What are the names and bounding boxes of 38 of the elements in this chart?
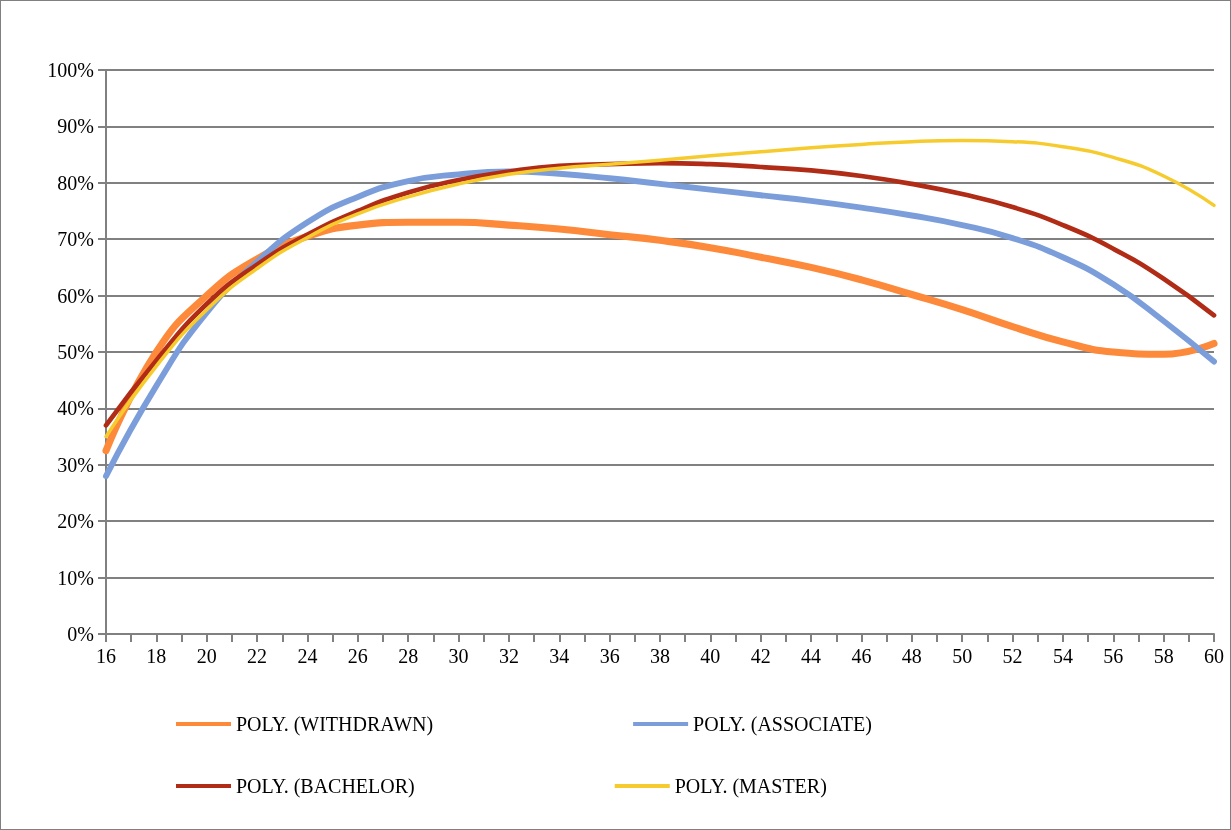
y-tick-label: 30% — [57, 453, 94, 476]
x-tick-label: 52 — [1002, 645, 1023, 667]
x-tick-label: 18 — [146, 645, 167, 667]
x-tick-label: 32 — [498, 645, 519, 667]
legend-label: POLY. (WITHDRAWN) — [236, 713, 434, 736]
x-tick-label: 60 — [1204, 645, 1224, 667]
y-tick-label: 50% — [57, 341, 94, 363]
x-tick-label: 38 — [650, 645, 670, 667]
y-tick-label: 90% — [57, 115, 94, 138]
y-tick-label: 70% — [57, 228, 94, 251]
x-tick-label: 26 — [347, 645, 368, 667]
x-tick-label: 34 — [549, 645, 570, 667]
x-tick-label: 54 — [1052, 645, 1073, 667]
x-tick-label: 48 — [901, 645, 922, 667]
x-tick-label: 44 — [801, 645, 822, 667]
x-tick-label: 56 — [1103, 645, 1124, 667]
x-tick-label: 30 — [448, 645, 469, 667]
x-tick-label: 28 — [398, 645, 419, 667]
x-tick-label: 16 — [96, 645, 116, 667]
y-tick-label: 80% — [57, 171, 94, 194]
y-tick-label: 100% — [47, 59, 94, 81]
x-tick-label: 46 — [851, 645, 872, 667]
y-tick-label: 40% — [57, 397, 94, 420]
x-tick-label: 36 — [599, 645, 620, 667]
y-tick-label: 10% — [57, 566, 94, 589]
legend-label: POLY. (MASTER) — [674, 775, 827, 798]
x-tick-label: 50 — [952, 645, 973, 667]
x-tick-label: 22 — [247, 645, 268, 667]
x-tick-label: 20 — [196, 645, 217, 667]
y-tick-label: 20% — [57, 510, 94, 533]
x-tick-label: 42 — [750, 645, 771, 667]
x-tick-label: 58 — [1153, 645, 1174, 667]
x-tick-label: 40 — [700, 645, 721, 667]
legend-label: POLY. (BACHELOR) — [236, 775, 415, 798]
y-tick-label: 60% — [57, 284, 94, 307]
legend-label: POLY. (ASSOCIATE) — [693, 713, 872, 736]
y-tick-label: 0% — [67, 623, 94, 645]
x-tick-label: 24 — [297, 645, 318, 667]
